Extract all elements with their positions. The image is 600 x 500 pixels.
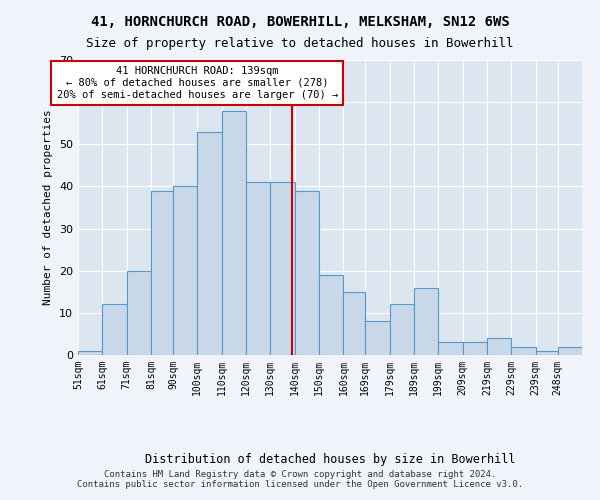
Text: Contains HM Land Registry data © Crown copyright and database right 2024.
Contai: Contains HM Land Registry data © Crown c… — [77, 470, 523, 489]
Bar — [271, 182, 295, 355]
Bar — [536, 351, 557, 355]
Text: Size of property relative to detached houses in Bowerhill: Size of property relative to detached ho… — [86, 38, 514, 51]
Bar — [487, 338, 511, 355]
Bar — [221, 110, 246, 355]
Bar — [103, 304, 127, 355]
Bar — [365, 322, 389, 355]
Bar — [127, 270, 151, 355]
Bar — [389, 304, 414, 355]
Bar — [319, 275, 343, 355]
Bar — [197, 132, 221, 355]
Bar — [173, 186, 197, 355]
Text: 41 HORNCHURCH ROAD: 139sqm
← 80% of detached houses are smaller (278)
20% of sem: 41 HORNCHURCH ROAD: 139sqm ← 80% of deta… — [56, 66, 338, 100]
Bar — [463, 342, 487, 355]
Bar — [439, 342, 463, 355]
Text: 41, HORNCHURCH ROAD, BOWERHILL, MELKSHAM, SN12 6WS: 41, HORNCHURCH ROAD, BOWERHILL, MELKSHAM… — [91, 15, 509, 29]
Bar — [557, 346, 582, 355]
Y-axis label: Number of detached properties: Number of detached properties — [43, 110, 53, 306]
Bar — [295, 190, 319, 355]
Bar — [343, 292, 365, 355]
X-axis label: Distribution of detached houses by size in Bowerhill: Distribution of detached houses by size … — [145, 454, 515, 466]
Bar — [78, 351, 103, 355]
Bar — [246, 182, 271, 355]
Bar — [151, 190, 173, 355]
Bar — [511, 346, 536, 355]
Bar — [414, 288, 439, 355]
